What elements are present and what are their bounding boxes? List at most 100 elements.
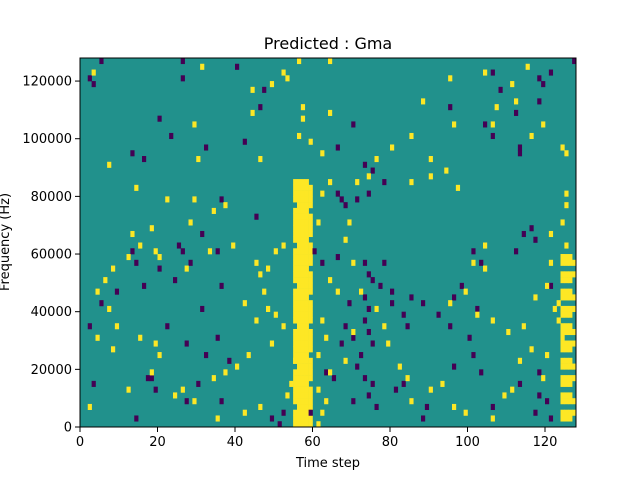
heatmap-cell-high <box>297 271 302 278</box>
x-tick-label: 0 <box>76 435 84 450</box>
heatmap-cell-high <box>300 380 306 387</box>
heatmap-cell-low <box>421 300 426 307</box>
heatmap-cell-high <box>107 305 112 312</box>
heatmap-cell-high <box>300 334 306 341</box>
heatmap-cell-high <box>308 230 313 238</box>
heatmap-cell-low <box>490 403 495 411</box>
heatmap-cell-high <box>192 398 197 405</box>
heatmap-cell-high <box>564 259 569 266</box>
heatmap-cell-high <box>304 386 309 393</box>
heatmap-cell-high <box>308 213 313 220</box>
heatmap-cell-low <box>200 230 205 238</box>
heatmap-cell-high <box>293 184 298 191</box>
heatmap-cell-high <box>560 259 565 266</box>
heatmap-cell-high <box>180 386 185 393</box>
heatmap-cell-low <box>130 150 135 157</box>
heatmap-cell-high <box>308 346 313 353</box>
heatmap-cell-high <box>568 271 573 278</box>
heatmap-cell-high <box>126 254 131 261</box>
heatmap-cell-high <box>300 409 306 416</box>
heatmap-cell-high <box>304 219 309 226</box>
heatmap-cell-high <box>293 179 298 186</box>
heatmap-cell-high <box>304 230 309 238</box>
heatmap-cell-high <box>308 392 313 399</box>
heatmap-cell-high <box>293 230 298 238</box>
heatmap-cell-high <box>568 288 573 295</box>
heatmap-cell-high <box>324 334 329 341</box>
heatmap-cell-high <box>560 363 565 370</box>
heatmap-cell-high <box>428 173 433 180</box>
heatmap-cell-high <box>300 300 306 307</box>
heatmap-cell-high <box>304 254 309 261</box>
heatmap-cell-high <box>409 132 414 140</box>
heatmap-cell-high <box>564 328 569 336</box>
heatmap-cell-low <box>347 300 352 307</box>
heatmap-cell-high <box>300 202 306 209</box>
heatmap-cell-low <box>537 75 542 82</box>
heatmap-cell-high <box>304 421 309 428</box>
heatmap-cell-high <box>304 202 309 209</box>
heatmap-cell-high <box>308 415 313 422</box>
heatmap-cell-high <box>308 328 313 336</box>
heatmap-cell-high <box>165 196 170 203</box>
heatmap-cell-high <box>266 265 271 272</box>
heatmap-cell-low <box>87 323 92 330</box>
heatmap-cell-high <box>297 300 302 307</box>
heatmap-cell-high <box>564 398 569 405</box>
heatmap-cell-low <box>355 196 360 203</box>
heatmap-cell-low <box>483 121 488 128</box>
heatmap-cell-high <box>289 380 294 387</box>
heatmap-cell-high <box>564 242 569 249</box>
heatmap-cell-high <box>130 230 135 238</box>
heatmap-cell-high <box>297 288 302 295</box>
heatmap-cell-low <box>448 323 453 330</box>
heatmap-cell-high <box>560 346 565 353</box>
heatmap-cell-high <box>564 202 569 209</box>
x-tick-label: 60 <box>304 435 321 450</box>
heatmap-cell-high <box>304 352 309 359</box>
y-axis-label: Frequency (Hz) <box>0 193 13 291</box>
heatmap-cell-high <box>293 421 298 428</box>
heatmap-cell-high <box>308 357 313 364</box>
heatmap-cell-high <box>297 282 302 289</box>
heatmap-cell-high <box>572 398 577 405</box>
heatmap-cell-low <box>467 334 472 341</box>
heatmap-cell-high <box>126 386 131 393</box>
heatmap-cell-high <box>297 375 302 382</box>
heatmap-cell-high <box>242 409 247 416</box>
heatmap-cell-high <box>564 380 569 387</box>
heatmap-cell-high <box>304 334 309 341</box>
heatmap-cell-high <box>320 150 325 157</box>
heatmap-cell-low <box>335 190 340 197</box>
heatmap-cell-high <box>304 369 309 376</box>
heatmap-cell-high <box>564 190 569 197</box>
heatmap-cell-high <box>111 346 116 353</box>
heatmap-cell-high <box>258 403 263 411</box>
heatmap-cell-high <box>564 392 569 399</box>
heatmap-cell-high <box>351 259 356 266</box>
heatmap-cell-high <box>568 415 573 422</box>
heatmap-cell-high <box>386 340 391 347</box>
heatmap-cell-high <box>250 109 255 116</box>
heatmap-cell-high <box>568 357 573 364</box>
heatmap-cell-low <box>537 392 542 399</box>
heatmap-cell-low <box>339 196 344 203</box>
heatmap-cell-high <box>572 375 577 382</box>
heatmap-cell-high <box>308 271 313 278</box>
heatmap-cell-high <box>297 398 302 405</box>
heatmap-cell-high <box>324 398 329 405</box>
heatmap-cell-high <box>525 63 530 70</box>
heatmap-cell-high <box>91 69 96 76</box>
heatmap-cell-high <box>304 259 309 266</box>
heatmap-cell-high <box>231 242 236 249</box>
heatmap-cell-high <box>304 346 309 353</box>
heatmap-cell-high <box>297 346 302 353</box>
heatmap-cell-low <box>324 369 329 376</box>
heatmap-cell-high <box>297 225 302 232</box>
heatmap-cell-low <box>533 409 538 416</box>
x-tick-label: 20 <box>149 435 166 450</box>
heatmap-cell-high <box>568 305 573 312</box>
heatmap-cell-high <box>560 305 565 312</box>
heatmap-cell-high <box>87 403 92 411</box>
heatmap-cell-high <box>308 282 313 289</box>
